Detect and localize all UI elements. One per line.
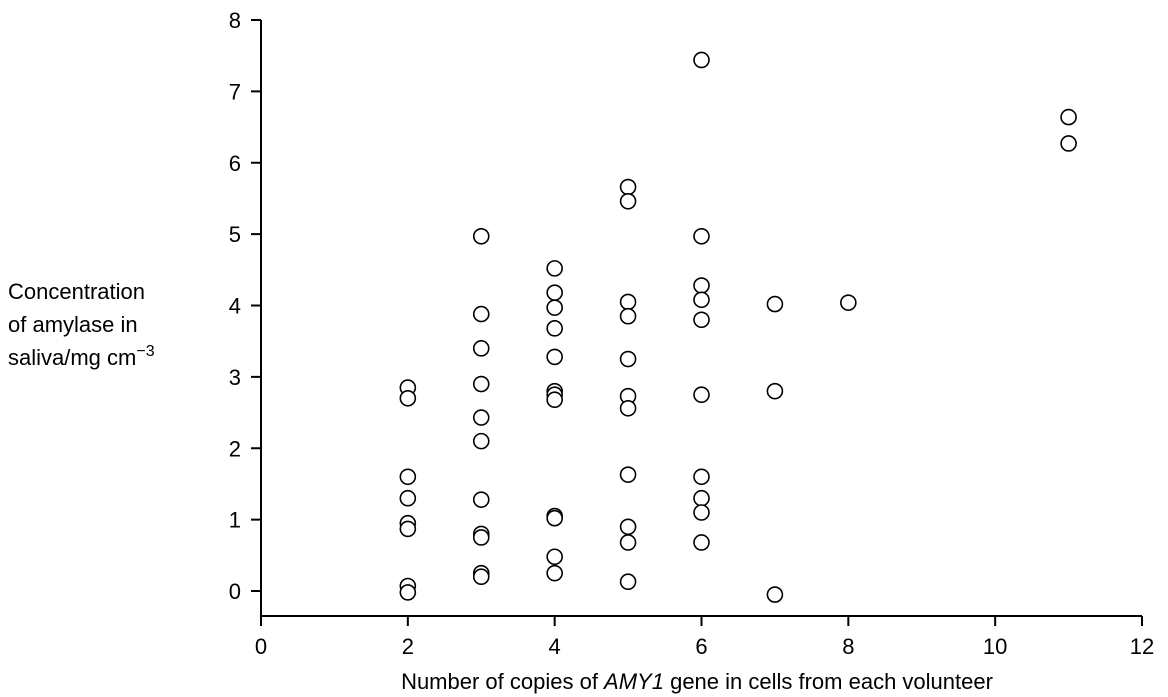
data-point [619, 534, 637, 551]
data-point [472, 432, 490, 450]
x-axis-label-after: gene in cells from each volunteer [664, 669, 993, 694]
x-tick-label: 6 [695, 634, 707, 659]
data-point [766, 295, 784, 313]
y-tick-label: 3 [229, 365, 241, 390]
data-point [766, 382, 784, 400]
data-point [693, 277, 710, 294]
y-tick-label: 5 [229, 222, 241, 247]
data-point [546, 548, 563, 566]
x-axis-label-before: Number of copies of [401, 669, 604, 694]
data-points [399, 51, 1077, 603]
data-point [693, 227, 710, 245]
data-point [399, 520, 417, 538]
data-point [546, 320, 563, 337]
y-axis-label: Concentration of amylase in saliva/mg cm… [8, 279, 155, 370]
y-tick-label: 4 [229, 294, 241, 319]
x-tick-label: 10 [983, 634, 1007, 659]
x-tick-label: 12 [1130, 634, 1154, 659]
data-point [546, 348, 563, 366]
data-point [399, 468, 417, 486]
data-point [693, 386, 710, 404]
data-point [546, 260, 563, 277]
y-tick-label: 2 [229, 436, 241, 461]
data-point [399, 389, 417, 407]
data-point [693, 468, 710, 486]
x-tick-label: 0 [255, 634, 267, 659]
y-axis-label-unit-exponent: −3 [136, 343, 154, 360]
data-point [472, 305, 490, 323]
data-point [619, 350, 637, 368]
x-axis-label: Number of copies of AMY1 gene in cells f… [401, 669, 993, 694]
data-point [619, 399, 637, 417]
data-point [619, 466, 637, 483]
data-point [546, 391, 563, 409]
data-point [693, 489, 710, 507]
x-axis-label-gene: AMY1 [602, 669, 664, 694]
data-point [472, 227, 490, 245]
data-point [472, 375, 490, 393]
data-point [472, 491, 490, 508]
y-axis-label-unit: saliva/mg cm [8, 345, 136, 370]
data-point [546, 299, 563, 316]
data-point [546, 284, 563, 301]
data-point [1060, 108, 1077, 126]
y-tick-label: 6 [229, 151, 241, 176]
data-point [693, 504, 710, 521]
data-point [399, 489, 417, 507]
data-point [693, 311, 710, 329]
data-point [546, 509, 563, 527]
y-tick-label: 7 [229, 79, 241, 104]
data-point [1060, 135, 1077, 152]
data-point [619, 192, 637, 210]
data-point [472, 529, 490, 546]
data-point [472, 340, 490, 357]
y-tick-label: 0 [229, 579, 241, 604]
y-axis-label-line2: of amylase in [8, 312, 138, 337]
data-point [766, 586, 784, 603]
data-point [693, 51, 710, 69]
y-axis-label-line1: Concentration [8, 279, 145, 304]
x-tick-label: 4 [549, 634, 561, 659]
data-point [546, 564, 563, 582]
y-tick-label: 1 [229, 508, 241, 533]
x-ticks: 0 2 4 6 8 10 12 [255, 616, 1154, 659]
y-ticks: 0 1 2 3 4 5 6 7 8 [229, 8, 261, 604]
y-tick-label: 8 [229, 8, 241, 33]
y-axis-label-line3: saliva/mg cm−3 [8, 343, 155, 370]
x-tick-label: 8 [842, 634, 854, 659]
data-point [472, 568, 490, 586]
data-point [693, 291, 710, 309]
data-point [840, 294, 857, 311]
data-point [619, 573, 637, 591]
data-point [399, 584, 417, 601]
data-point [619, 178, 637, 196]
x-tick-label: 2 [402, 634, 414, 659]
data-point [619, 307, 637, 325]
data-point [619, 293, 637, 311]
data-point [619, 518, 637, 536]
data-point [472, 409, 490, 426]
data-point [693, 534, 710, 551]
